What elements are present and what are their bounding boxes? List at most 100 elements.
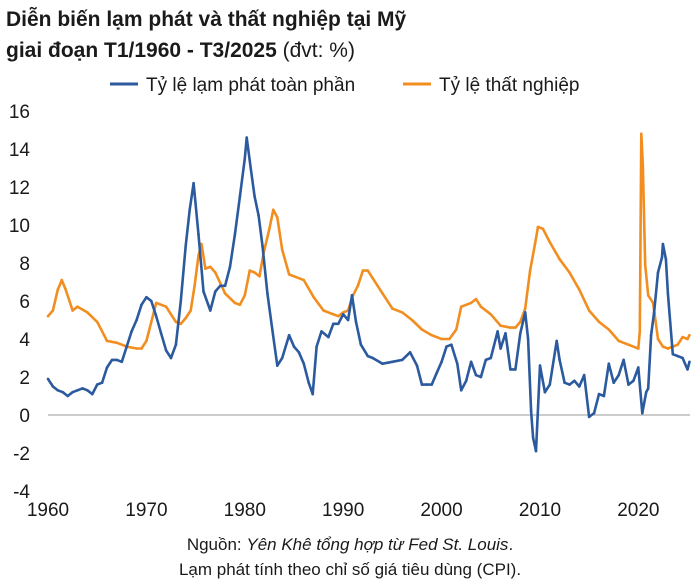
y-tick-label: 0 — [19, 406, 30, 427]
data-point-inflation — [425, 383, 429, 386]
data-point-inflation — [56, 389, 60, 392]
data-point-inflation — [381, 362, 384, 366]
data-point-inflation — [135, 318, 138, 322]
title-line-2-period: giai đoạn T1/1960 - T3/2025 — [6, 39, 277, 62]
data-point-inflation — [391, 360, 394, 364]
data-point-inflation — [202, 290, 205, 293]
data-point-inflation — [91, 392, 94, 396]
y-tick-label: 2 — [19, 368, 30, 389]
data-point-inflation — [71, 390, 74, 394]
data-point-inflation — [531, 436, 535, 440]
data-point-inflation — [120, 360, 124, 364]
source-note: Nguồn: Yên Khê tổng hợp từ Fed St. Louis… — [0, 535, 700, 555]
data-point-inflation — [587, 415, 591, 419]
series-unemployment — [46, 132, 691, 350]
data-point-inflation — [95, 383, 99, 386]
data-point-inflation — [197, 233, 200, 236]
data-point-unemployment — [558, 257, 561, 261]
data-point-inflation — [676, 354, 679, 358]
data-point-inflation — [245, 136, 248, 139]
data-point-unemployment — [681, 335, 684, 339]
data-point-unemployment — [474, 297, 478, 301]
data-point-inflation — [656, 271, 660, 274]
data-point-inflation — [228, 265, 232, 269]
data-point-inflation — [582, 373, 586, 377]
data-point-inflation — [652, 311, 656, 314]
data-point-unemployment — [356, 284, 360, 288]
data-point-unemployment — [391, 307, 394, 310]
data-point-unemployment — [233, 301, 237, 305]
source-prefix: Nguồn: — [186, 535, 247, 554]
source-name: Yên Khê tổng hợp từ Fed St. Louis — [246, 535, 509, 554]
data-point-inflation — [327, 335, 330, 339]
plot-area — [46, 132, 691, 453]
data-point-unemployment — [455, 328, 458, 331]
data-point-unemployment — [51, 309, 55, 312]
data-point-unemployment — [376, 284, 379, 288]
data-point-inflation — [346, 318, 350, 322]
data-point-inflation — [130, 330, 133, 333]
data-point-unemployment — [145, 339, 148, 343]
data-point-inflation — [612, 381, 615, 385]
data-point-inflation — [597, 392, 601, 396]
data-point-inflation — [209, 309, 212, 312]
data-point-unemployment — [292, 275, 296, 278]
data-point-unemployment — [533, 242, 537, 246]
data-point-unemployment — [366, 269, 370, 272]
data-point-inflation — [445, 345, 448, 348]
data-point-unemployment — [204, 267, 207, 271]
data-point-unemployment — [332, 313, 335, 316]
data-point-inflation — [257, 214, 260, 217]
data-point-unemployment — [164, 305, 168, 309]
data-point-unemployment — [469, 301, 473, 305]
data-point-unemployment — [509, 326, 512, 329]
data-point-unemployment — [568, 271, 571, 274]
data-point-unemployment — [638, 330, 642, 333]
data-point-unemployment — [617, 339, 620, 343]
data-point-unemployment — [154, 301, 158, 305]
data-point-unemployment — [46, 314, 50, 318]
x-tick-label: 2020 — [617, 500, 659, 521]
data-point-unemployment — [640, 132, 643, 136]
data-point-inflation — [607, 362, 611, 366]
data-point-inflation — [341, 313, 345, 316]
y-tick-label: 6 — [19, 292, 30, 313]
data-point-unemployment — [140, 347, 143, 350]
x-tick-label: 2010 — [519, 500, 561, 521]
data-point-inflation — [307, 381, 311, 385]
data-point-inflation — [484, 358, 488, 362]
data-point-inflation — [51, 385, 55, 388]
data-point-inflation — [315, 345, 318, 348]
data-point-unemployment — [276, 216, 279, 219]
data-point-inflation — [276, 364, 279, 367]
data-point-unemployment — [464, 303, 468, 307]
legend-label-inflation: Tỷ lệ lạm phát toàn phần — [146, 75, 355, 96]
y-tick-label: -4 — [13, 482, 30, 503]
data-point-unemployment — [514, 326, 517, 329]
data-point-unemployment — [287, 273, 291, 276]
data-point-unemployment — [430, 333, 434, 337]
data-point-inflation — [159, 332, 163, 335]
data-point-unemployment — [248, 269, 251, 272]
data-point-unemployment — [184, 316, 187, 320]
data-point-inflation — [592, 411, 596, 415]
data-point-inflation — [354, 320, 358, 324]
data-point-unemployment — [280, 248, 284, 251]
data-point-inflation — [430, 383, 434, 386]
data-point-unemployment — [200, 242, 203, 246]
data-point-inflation — [509, 368, 512, 371]
y-tick-label: 10 — [9, 216, 30, 237]
data-point-inflation — [496, 330, 499, 333]
data-point-unemployment — [637, 347, 640, 350]
y-tick-label: 8 — [19, 254, 30, 275]
data-point-inflation — [61, 390, 65, 394]
data-point-inflation — [150, 299, 153, 303]
data-point-unemployment — [643, 263, 647, 267]
data-point-unemployment — [489, 313, 493, 316]
x-tick-label: 1990 — [322, 500, 364, 521]
data-point-inflation — [646, 387, 650, 390]
data-point-inflation — [440, 360, 443, 364]
data-point-unemployment — [95, 320, 99, 324]
data-point-unemployment — [656, 337, 660, 341]
series-inflation — [46, 136, 691, 453]
